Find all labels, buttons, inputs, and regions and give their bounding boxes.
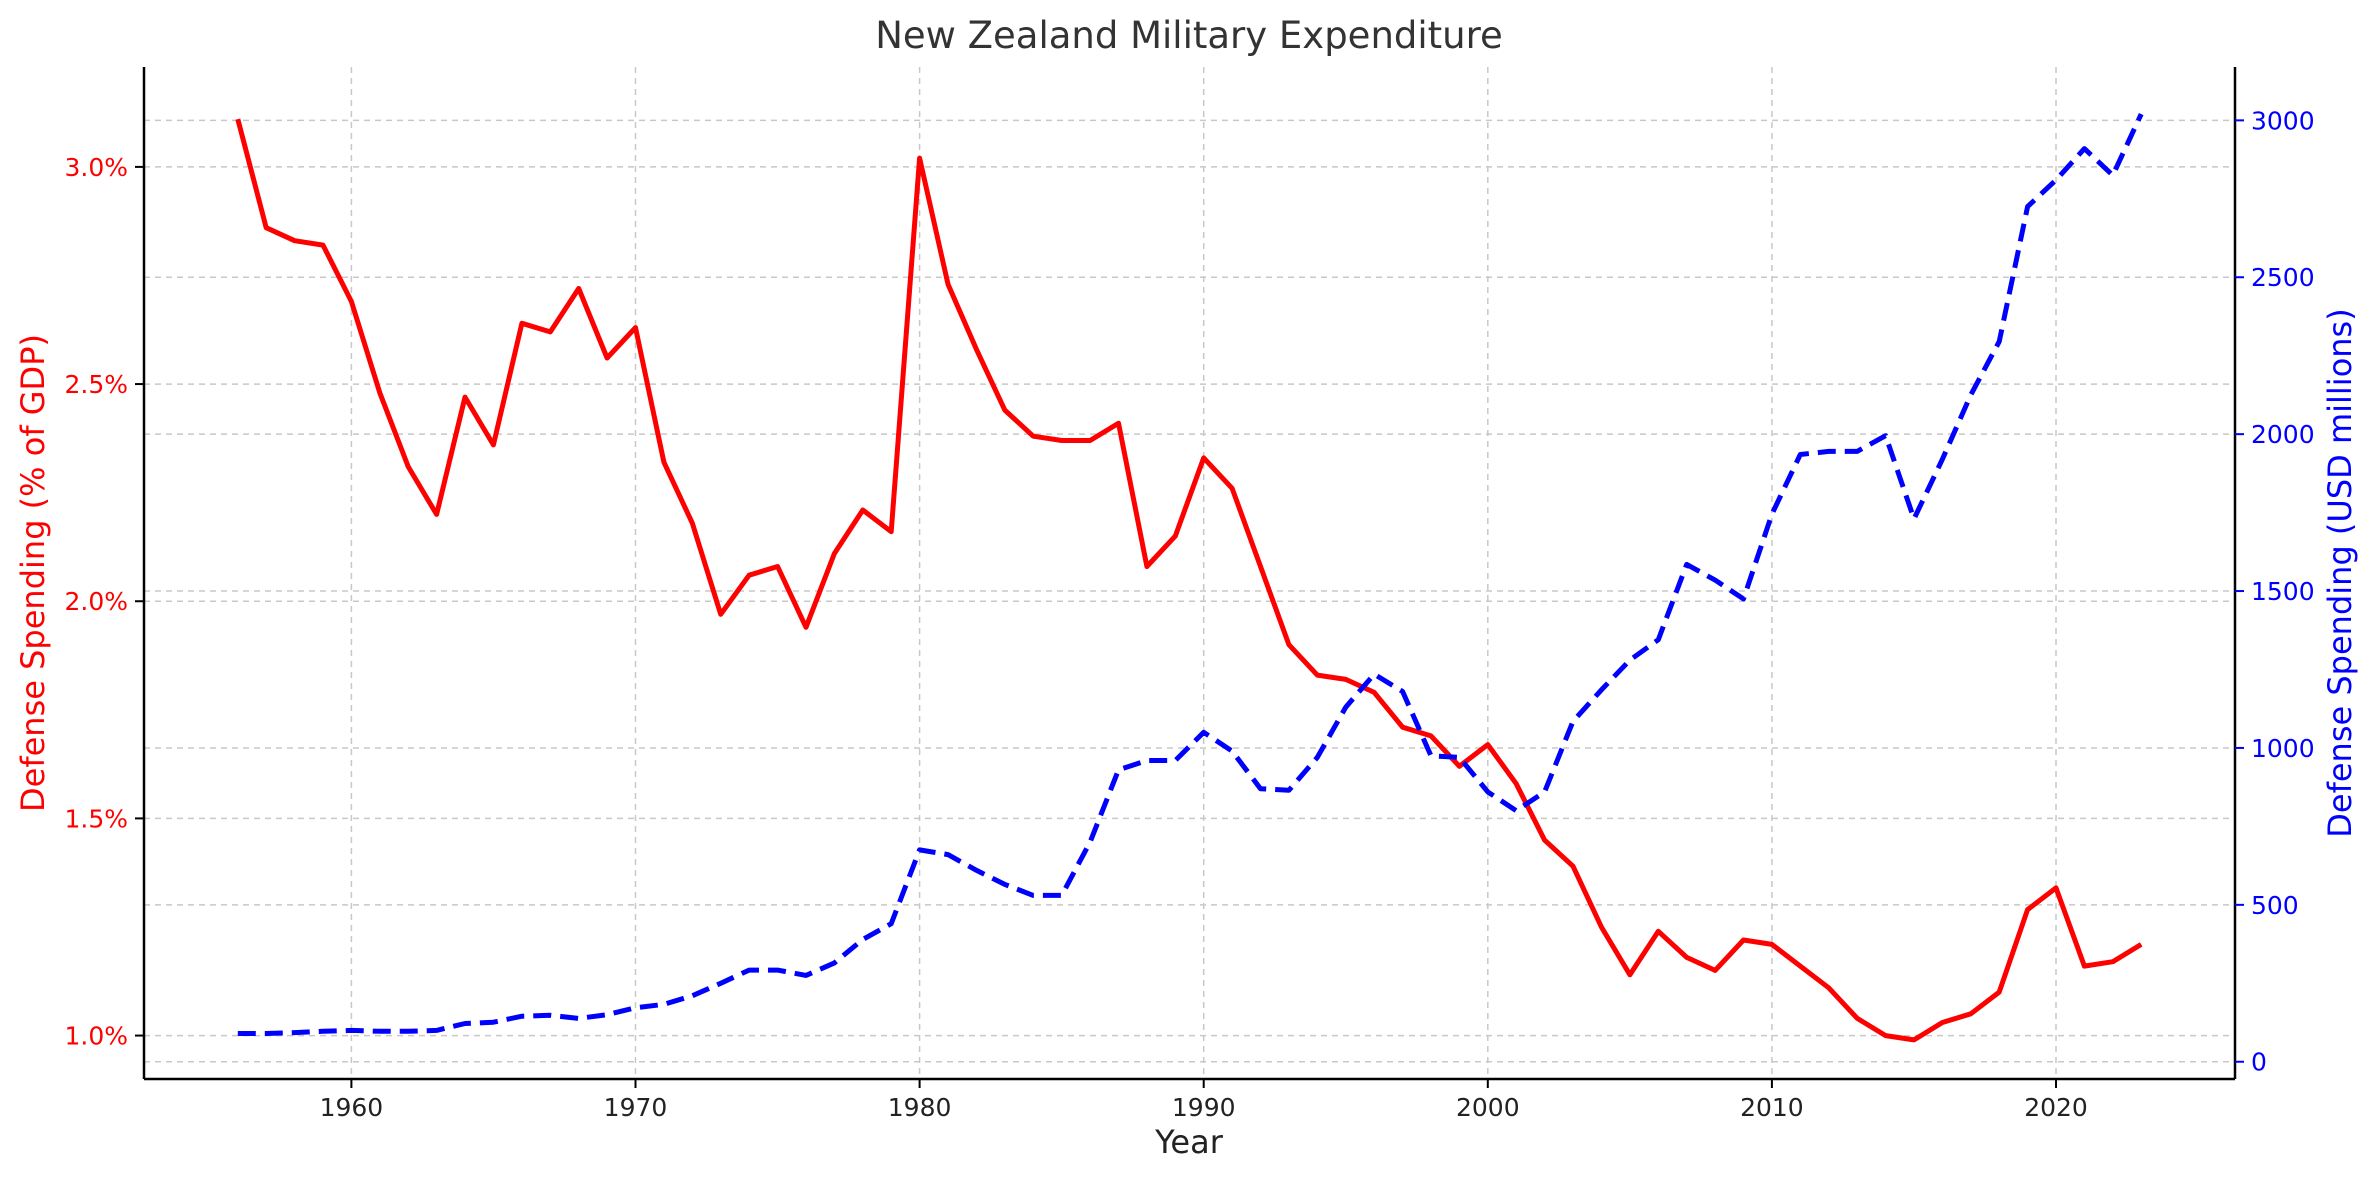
grid: [144, 67, 2235, 1079]
x-axis-title: Year: [1154, 1123, 1224, 1161]
right-axis-title: Defense Spending (USD millions): [2321, 308, 2359, 837]
plot-area: [235, 113, 2144, 1043]
x-tick-label: 1980: [888, 1093, 952, 1122]
gdp-series-line: [235, 118, 2143, 1043]
chart-title: New Zealand Military Expenditure: [875, 14, 1503, 57]
y2-tick-label: 2000: [2251, 420, 2315, 449]
y2-tick-label: 0: [2251, 1048, 2267, 1077]
y-tick-label: 1.5%: [64, 804, 128, 833]
y2-tick-label: 1000: [2251, 734, 2315, 763]
x-tick-label: 2010: [1740, 1093, 1804, 1122]
y-tick-label: 3.0%: [64, 153, 128, 182]
left-axis-title: Defense Spending (% of GDP): [14, 334, 52, 812]
x-tick-label: 1960: [320, 1093, 384, 1122]
y-tick-label: 2.5%: [64, 370, 128, 399]
y2-tick-label: 2500: [2251, 263, 2315, 292]
y2-tick-label: 500: [2251, 891, 2299, 920]
y-tick-label: 2.0%: [64, 587, 128, 616]
x-tick-label: 2020: [2024, 1093, 2088, 1122]
x-tick-label: 2000: [1456, 1093, 1520, 1122]
y2-tick-label: 1500: [2251, 577, 2315, 606]
ticks: 1960 1970 1980 1990 2000 2010 2020 1.0% 1.5% 2.0%…: [64, 106, 2314, 1122]
usd-series-line: [237, 113, 2144, 1036]
x-tick-label: 1990: [1172, 1093, 1236, 1122]
axes: [142, 67, 2237, 1081]
y-tick-label: 1.0%: [64, 1022, 128, 1051]
x-tick-label: 1970: [604, 1093, 668, 1122]
y2-tick-label: 3000: [2251, 106, 2315, 135]
